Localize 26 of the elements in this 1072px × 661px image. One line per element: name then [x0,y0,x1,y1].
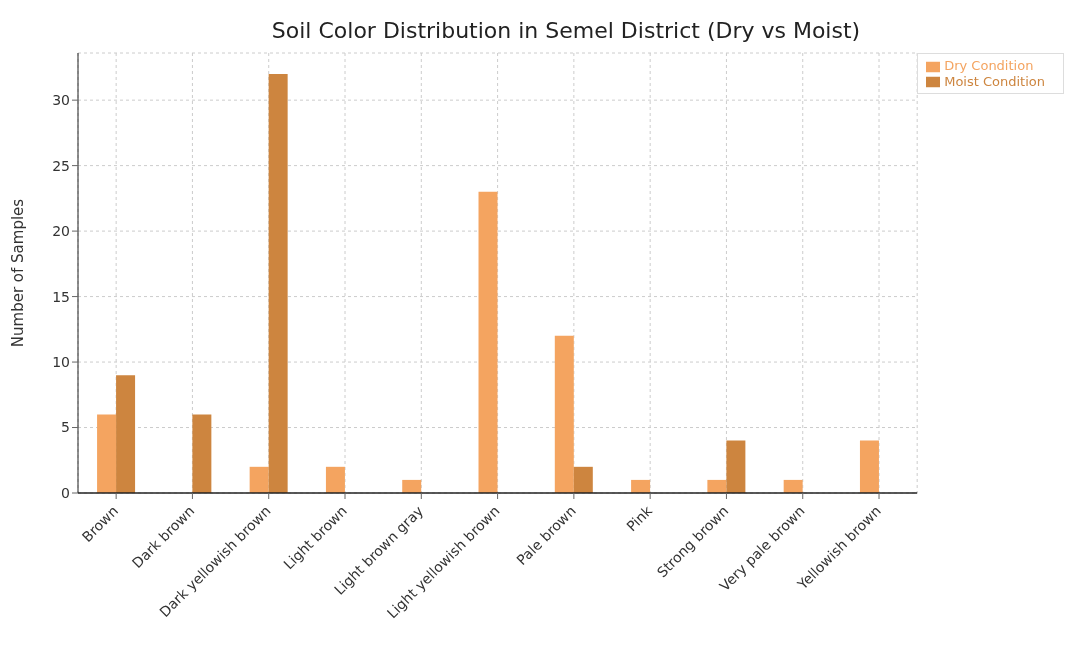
y-tick-label: 0 [61,484,70,501]
bar [268,73,288,493]
bar [97,414,117,493]
bar [402,479,422,493]
bar [554,335,574,493]
bar [573,466,593,493]
bar [707,479,727,493]
legend-label: Dry Condition [944,58,1034,73]
y-tick-label: 10 [52,354,70,371]
bar [859,440,879,493]
bar [116,375,136,493]
y-tick-label: 25 [52,157,70,174]
bar [631,479,651,493]
bar [325,466,345,493]
chart-title: Soil Color Distribution in Semel District (Dry vs Moist) [270,18,862,43]
bar [783,479,803,493]
y-tick-label: 20 [52,223,70,240]
y-tick-label: 5 [61,419,70,436]
y-axis-title: Number of Samples [9,198,28,348]
bar [192,414,212,493]
legend-label: Moist Condition [944,73,1045,89]
bar [726,440,746,493]
bar [249,466,269,493]
y-tick-label: 30 [52,92,70,109]
bar [478,191,498,493]
y-tick-label: 15 [52,288,70,305]
